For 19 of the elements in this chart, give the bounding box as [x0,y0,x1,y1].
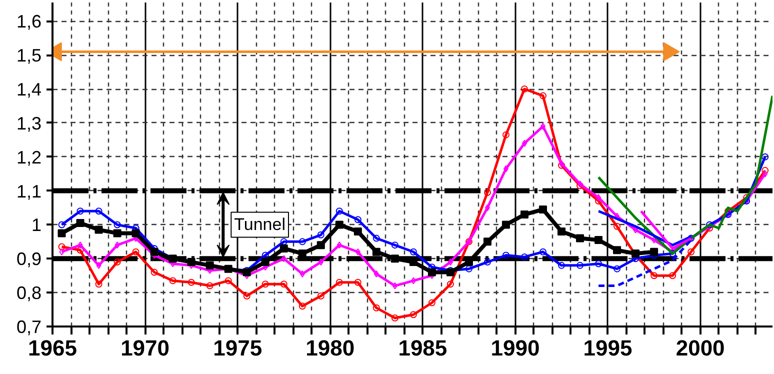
y-tick-label: 1 [31,215,42,236]
x-tick-label: 1975 [213,336,262,360]
x-tick-label: 2000 [676,336,725,360]
y-tick-label: 0,9 [16,249,42,270]
y-tick-label: 1,4 [16,80,42,100]
x-tick-label: 1995 [583,336,632,360]
x-tick-label: 1990 [490,336,540,360]
x-tick-label: 1970 [120,336,170,360]
y-tick-label: 0,8 [16,283,42,304]
y-tick-label: 1,2 [16,147,42,168]
x-tick-label: 1965 [28,336,77,360]
x-tick-label: 1980 [306,336,355,360]
y-tick-label: 1,6 [16,12,42,32]
annotation: Tunnel [234,215,286,234]
y-tick-label: 1,3 [16,113,42,134]
x-tick-label: 1985 [398,336,448,360]
y-tick-label: 0,7 [16,317,42,337]
y-tick-label: 1,1 [16,181,42,202]
y-tick-label: 1,5 [16,46,42,66]
